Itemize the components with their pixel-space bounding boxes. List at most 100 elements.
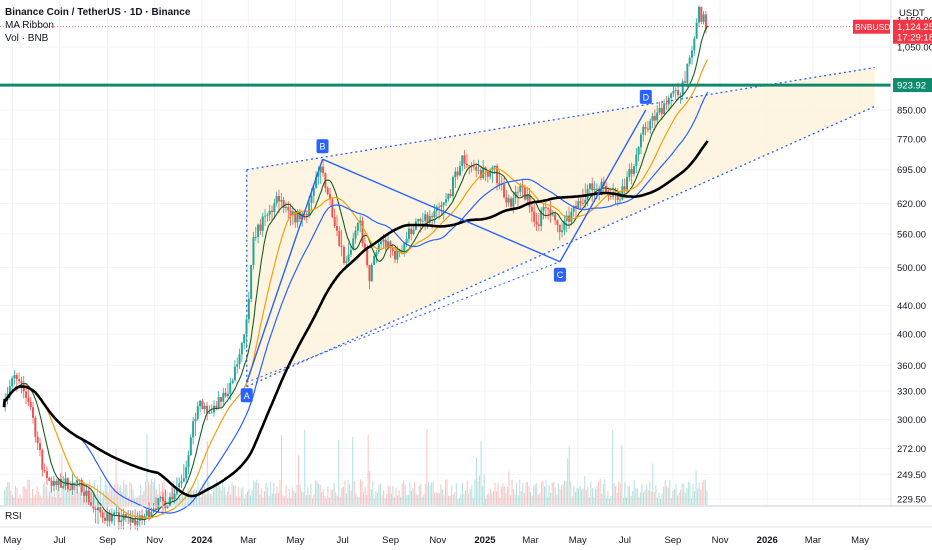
volume-bar [135,497,137,505]
pattern-leg [246,158,324,383]
candle-body [326,187,329,194]
volume-bar [629,485,631,505]
price-tick-label: 300.00 [897,415,926,426]
volume-bar [367,434,369,505]
candle-body [544,207,547,209]
candle-body [623,186,626,190]
volume-legend[interactable]: Vol · BNB [5,33,49,44]
price-tick-label: 229.50 [897,495,926,506]
volume-bar [140,485,142,505]
volume-bar [596,485,598,505]
volume-bar [389,486,391,505]
candle-body [593,188,596,191]
candle-body [535,221,538,225]
candle-body [55,480,58,486]
symbol-title[interactable]: Binance Coin / TetherUS · 1D · Binance [5,7,191,18]
volume-bar [485,498,487,505]
candle-body [424,214,427,221]
candle-body [558,224,561,233]
volume-bar [658,492,660,505]
candle-body [236,364,239,367]
volume-bar [270,481,272,505]
pattern-label-b: B [320,142,326,152]
volume-bar [186,490,188,505]
volume-bar [296,484,298,505]
volume-bar [526,482,528,505]
candle-body [609,196,612,197]
candle-body [428,216,431,223]
volume-bar [199,491,201,505]
volume-bar [138,495,140,505]
volume-bar [299,484,301,505]
volume-bar [308,494,310,505]
volume-bar [574,492,576,505]
candle-body [688,57,691,64]
volume-bar [143,491,145,505]
candle-body [291,211,294,216]
volume-bar [472,497,474,505]
candle-body [45,471,48,478]
rsi-pane-label[interactable]: RSI [5,511,22,522]
time-tick-label: May [569,535,587,546]
candle-body [440,205,443,208]
volume-bar [415,493,417,505]
volume-bar [25,488,27,505]
volume-bar [212,486,214,505]
volume-bar [137,496,139,505]
volume-bar [588,496,590,505]
volume-bar [236,496,238,505]
volume-bar [200,496,202,505]
candle-body [71,482,74,490]
candle-body [496,165,499,184]
candle-body [570,211,573,222]
candle-body [199,400,202,407]
volume-bar [475,457,477,505]
candle-body [579,201,582,204]
candle-body [674,90,677,92]
volume-bar [250,495,252,505]
volume-bar [69,488,71,505]
volume-bar [489,488,491,505]
candle-body [335,226,338,231]
volume-bar [229,494,231,505]
ma-ribbon-legend[interactable]: MA Ribbon [5,20,54,31]
volume-bar [646,485,648,505]
candle-body [76,479,79,484]
volume-bar [191,490,193,505]
candle-body [398,249,401,253]
candle-body [294,211,297,223]
volume-bar [595,488,597,505]
candle-body [94,508,97,511]
candle-body [319,166,322,173]
volume-bar [319,484,321,505]
volume-bar [243,498,245,505]
volume-bar [474,479,476,505]
candle-body [693,38,696,51]
candle-body [36,436,39,444]
candle-body [312,187,315,196]
price-tick-label: 440.00 [897,301,926,312]
last-price-tag [893,19,932,44]
volume-bar [14,485,16,505]
candle-body [540,210,543,227]
volume-bar [605,498,607,505]
candle-body [275,195,278,204]
volume-bar [639,492,641,505]
candle-body [185,467,188,479]
volume-bar [423,494,425,505]
volume-bar [353,481,355,505]
candle-body [354,230,357,239]
candle-body [433,210,436,218]
volume-bar [192,489,194,505]
candle-body [477,169,480,171]
volume-bar [233,485,235,505]
volume-bar [499,497,501,505]
candle-body [210,412,213,414]
volume-bar [692,483,694,505]
candle-body [507,198,510,203]
candle-body [189,437,192,456]
candle-body [519,185,522,192]
pattern-point-a [240,388,253,403]
volume-bar [110,488,112,505]
